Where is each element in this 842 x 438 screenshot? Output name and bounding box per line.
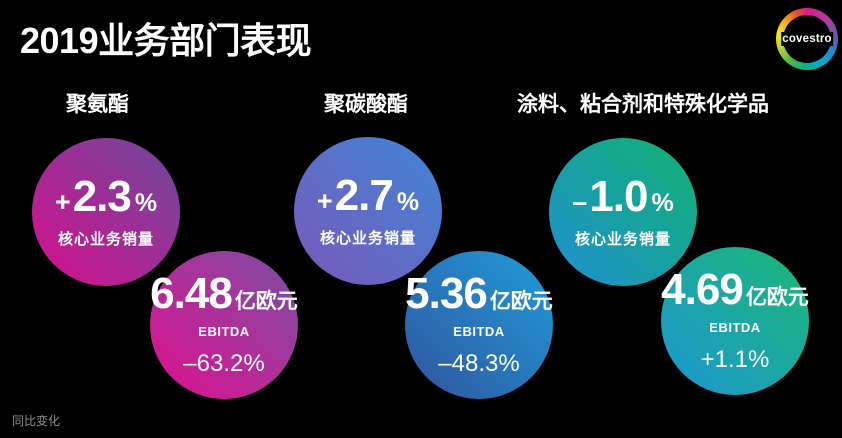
- ebitda-unit: 亿欧元: [489, 290, 553, 313]
- ebitda-number: 6.48: [150, 269, 233, 318]
- volume-change-number: 2.3: [72, 172, 132, 221]
- volume-change-number: 1.0: [589, 172, 648, 221]
- ebitda-change: +1.1%: [700, 346, 770, 373]
- bubble-cas-volume: – 1.0 % 核心业务销量: [549, 138, 697, 286]
- volume-change-sign: +: [54, 187, 71, 217]
- footnote-yoy-change: 同比变化: [12, 414, 61, 428]
- bubble-polyurethanes-volume: + 2.3 % 核心业务销量: [32, 138, 180, 286]
- volume-change-sign: +: [316, 186, 333, 216]
- ebitda-unit: 亿欧元: [234, 290, 298, 313]
- volume-change-number: 2.7: [334, 171, 394, 220]
- percent-sign: %: [651, 189, 674, 217]
- bubble-polyurethanes-ebitda: 6.48 亿欧元 EBITDA –63.2%: [150, 251, 298, 399]
- ebitda-unit: 亿欧元: [745, 286, 809, 309]
- ebitda-change: –63.2%: [183, 350, 265, 377]
- volume-label: 核心业务销量: [57, 231, 154, 248]
- segment-heading-polyurethanes: 聚氨酯: [66, 93, 129, 116]
- ebitda-value: 6.48 亿欧元: [150, 272, 298, 316]
- volume-change-value: – 1.0 %: [572, 175, 673, 219]
- covestro-logo: covestro: [776, 8, 838, 70]
- ebitda-value: 4.69 亿欧元: [661, 268, 809, 312]
- ebitda-number: 4.69: [661, 265, 744, 314]
- ebitda-label: EBITDA: [198, 324, 250, 339]
- bubble-polycarbonates-ebitda: 5.36 亿欧元 EBITDA –48.3%: [405, 251, 553, 399]
- volume-label: 核心业务销量: [319, 230, 416, 247]
- segment-heading-polycarbonates: 聚碳酸酯: [324, 93, 408, 116]
- volume-change-value: + 2.7 %: [317, 174, 419, 218]
- ebitda-value: 5.36 亿欧元: [405, 272, 553, 316]
- volume-change-value: + 2.3 %: [55, 175, 157, 219]
- covestro-logo-text: covestro: [781, 32, 833, 46]
- segment-heading-coatings-adhesives-specialties: 涂料、粘合剂和特殊化学品: [517, 93, 769, 116]
- percent-sign: %: [396, 188, 420, 216]
- volume-label: 核心业务销量: [574, 231, 671, 248]
- ebitda-label: EBITDA: [709, 320, 761, 335]
- bubble-polycarbonates-volume: + 2.7 % 核心业务销量: [294, 137, 442, 285]
- volume-change-sign: –: [572, 187, 588, 217]
- bubble-cas-ebitda: 4.69 亿欧元 EBITDA +1.1%: [661, 247, 809, 395]
- percent-sign: %: [134, 189, 158, 217]
- ebitda-change: –48.3%: [438, 350, 520, 377]
- page-title: 2019业务部门表现: [20, 20, 312, 61]
- ebitda-label: EBITDA: [453, 324, 505, 339]
- ebitda-number: 5.36: [405, 269, 488, 318]
